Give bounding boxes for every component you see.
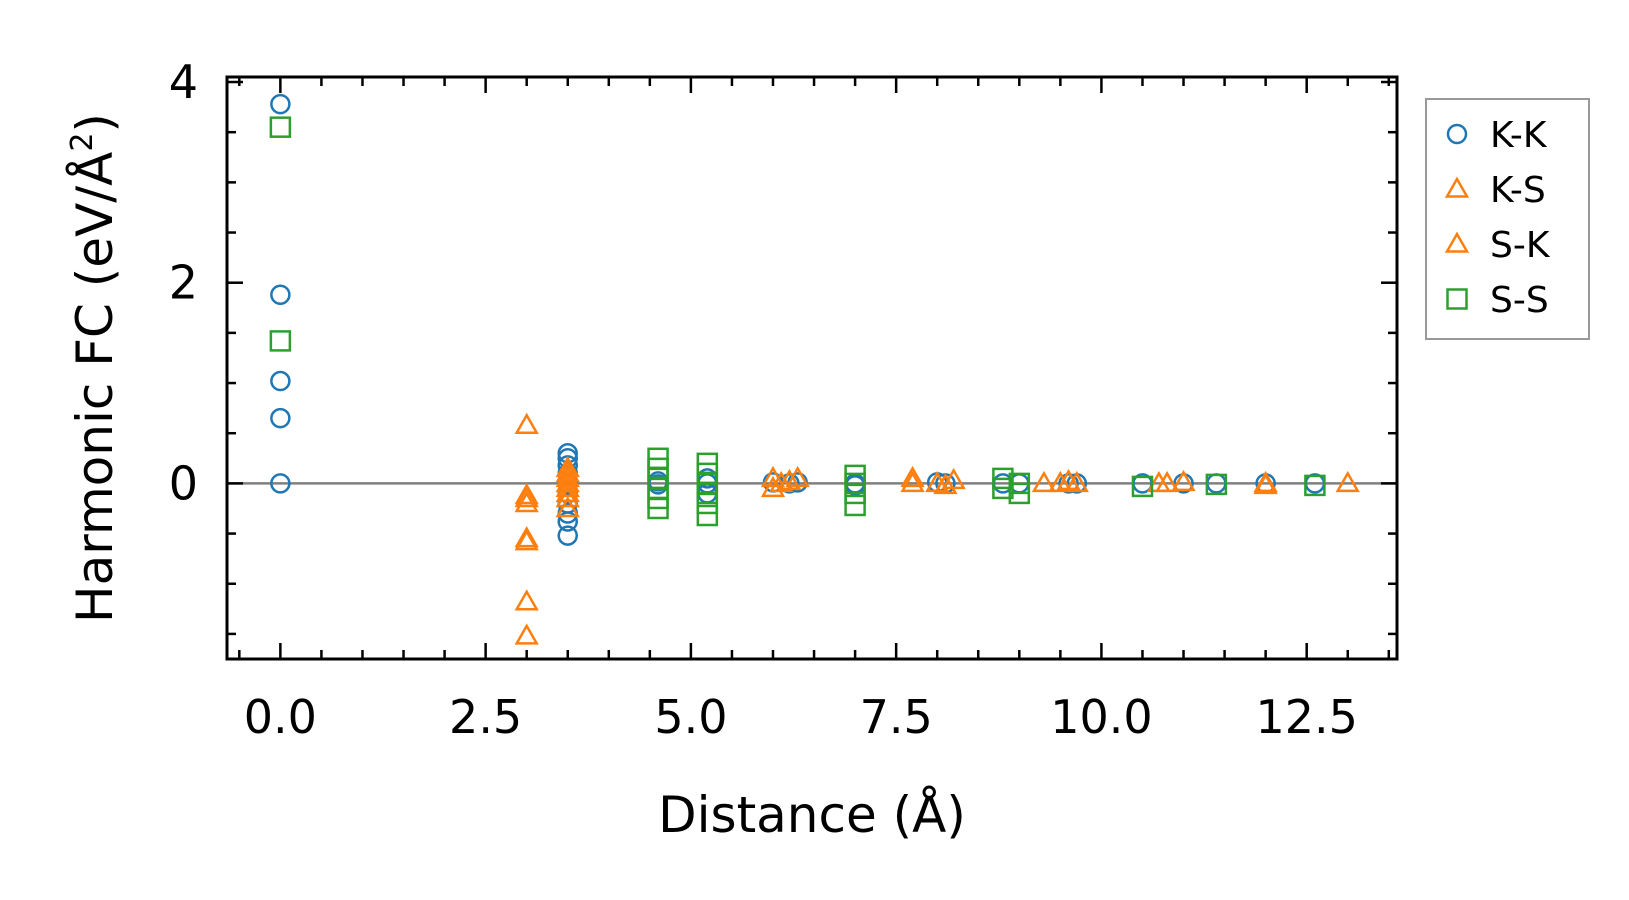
series-s-k (514, 460, 1278, 505)
data-point-triangle (1154, 470, 1180, 493)
y-tick-label: 4 (169, 55, 198, 109)
y-axis-title-closing: ) (66, 113, 124, 133)
x-tick-label: 5.0 (654, 690, 727, 744)
data-point-triangle (777, 468, 802, 491)
data-point-square (1131, 475, 1154, 498)
x-axis-title: Distance (Å) (658, 786, 966, 844)
data-point-square (696, 504, 719, 527)
data-point-triangle (514, 485, 539, 508)
data-point-square (269, 116, 292, 138)
data-point-triangle (514, 412, 539, 434)
data-point-triangle (900, 470, 925, 493)
data-point-circle (270, 284, 291, 305)
legend-item: K-K (1446, 115, 1548, 156)
legend-item: K-S (1444, 170, 1546, 211)
data-point-square (1008, 482, 1031, 505)
data-point-square (992, 477, 1014, 500)
legend-item: S-S (1446, 280, 1549, 321)
data-point-triangle (514, 529, 539, 551)
data-point-circle (270, 473, 291, 494)
data-point-triangle (1031, 470, 1057, 493)
data-point-circle (557, 525, 578, 546)
data-point-square (1205, 473, 1228, 496)
data-point-triangle (514, 482, 539, 505)
y-tick-label: 2 (169, 256, 198, 310)
data-point-triangle (1171, 469, 1196, 492)
x-tick-label: 10.0 (1050, 690, 1152, 744)
legend-marker-triangle (1444, 176, 1470, 198)
legend-label: S-K (1490, 225, 1551, 266)
x-tick-label: 2.5 (449, 690, 522, 744)
data-point-triangle (760, 475, 786, 498)
tick-labels: 0.0 2.5 5.0 7.5 10.0 12.5 0 2 4 (169, 55, 1358, 744)
y-axis-title-superscript: 2 (65, 133, 100, 152)
data-point-triangle (555, 470, 580, 493)
data-point-square (844, 482, 866, 505)
legend-item: S-K (1444, 225, 1551, 266)
axis-ticks (227, 77, 1397, 659)
y-axis-title-main: Harmonic FC (eV/Å (66, 152, 124, 623)
data-point-triangle (555, 485, 580, 508)
legend-box (1425, 98, 1590, 340)
data-point-circle (270, 93, 291, 115)
data-point-circle (270, 407, 291, 429)
data-point-triangle (555, 475, 580, 498)
x-tick-label: 0.0 (244, 690, 317, 744)
legend: K-K K-S S-K S-S (1425, 98, 1590, 340)
data-point-square (269, 330, 292, 352)
data-point-circle (270, 370, 291, 392)
legend-label: K-K (1490, 115, 1548, 156)
legend-marker-square (1446, 288, 1468, 310)
data-point-triangle (933, 472, 958, 495)
data-point-circle (1058, 473, 1079, 494)
plot-frame (225, 75, 1399, 661)
data-point-square (647, 497, 669, 520)
data-point-triangle (555, 495, 580, 518)
data-point-triangle (555, 480, 580, 503)
legend-label: K-S (1490, 170, 1546, 211)
y-axis-title: Harmonic FC (eV/Å2) (65, 113, 124, 623)
data-point-triangle (555, 460, 580, 483)
data-point-triangle (1335, 470, 1360, 493)
data-points (269, 93, 1360, 645)
y-tick-label: 0 (169, 456, 198, 510)
x-tick-label: 7.5 (860, 690, 933, 744)
legend-marker-triangle (1444, 231, 1470, 253)
data-point-triangle (1048, 470, 1073, 493)
data-point-triangle (514, 623, 539, 645)
data-point-triangle (900, 465, 925, 488)
legend-label: S-S (1490, 280, 1549, 321)
data-point-square (1304, 474, 1326, 497)
data-point-square (844, 494, 866, 517)
data-point-triangle (514, 589, 539, 611)
data-point-triangle (1253, 472, 1278, 495)
data-point-triangle (514, 526, 539, 548)
data-point-circle (557, 511, 578, 532)
series-k-s (514, 412, 1360, 645)
data-point-square (696, 492, 719, 515)
x-tick-label: 12.5 (1255, 690, 1357, 744)
data-point-triangle (1064, 470, 1089, 493)
legend-marker-circle (1446, 123, 1468, 145)
series-s-s (269, 116, 1326, 527)
